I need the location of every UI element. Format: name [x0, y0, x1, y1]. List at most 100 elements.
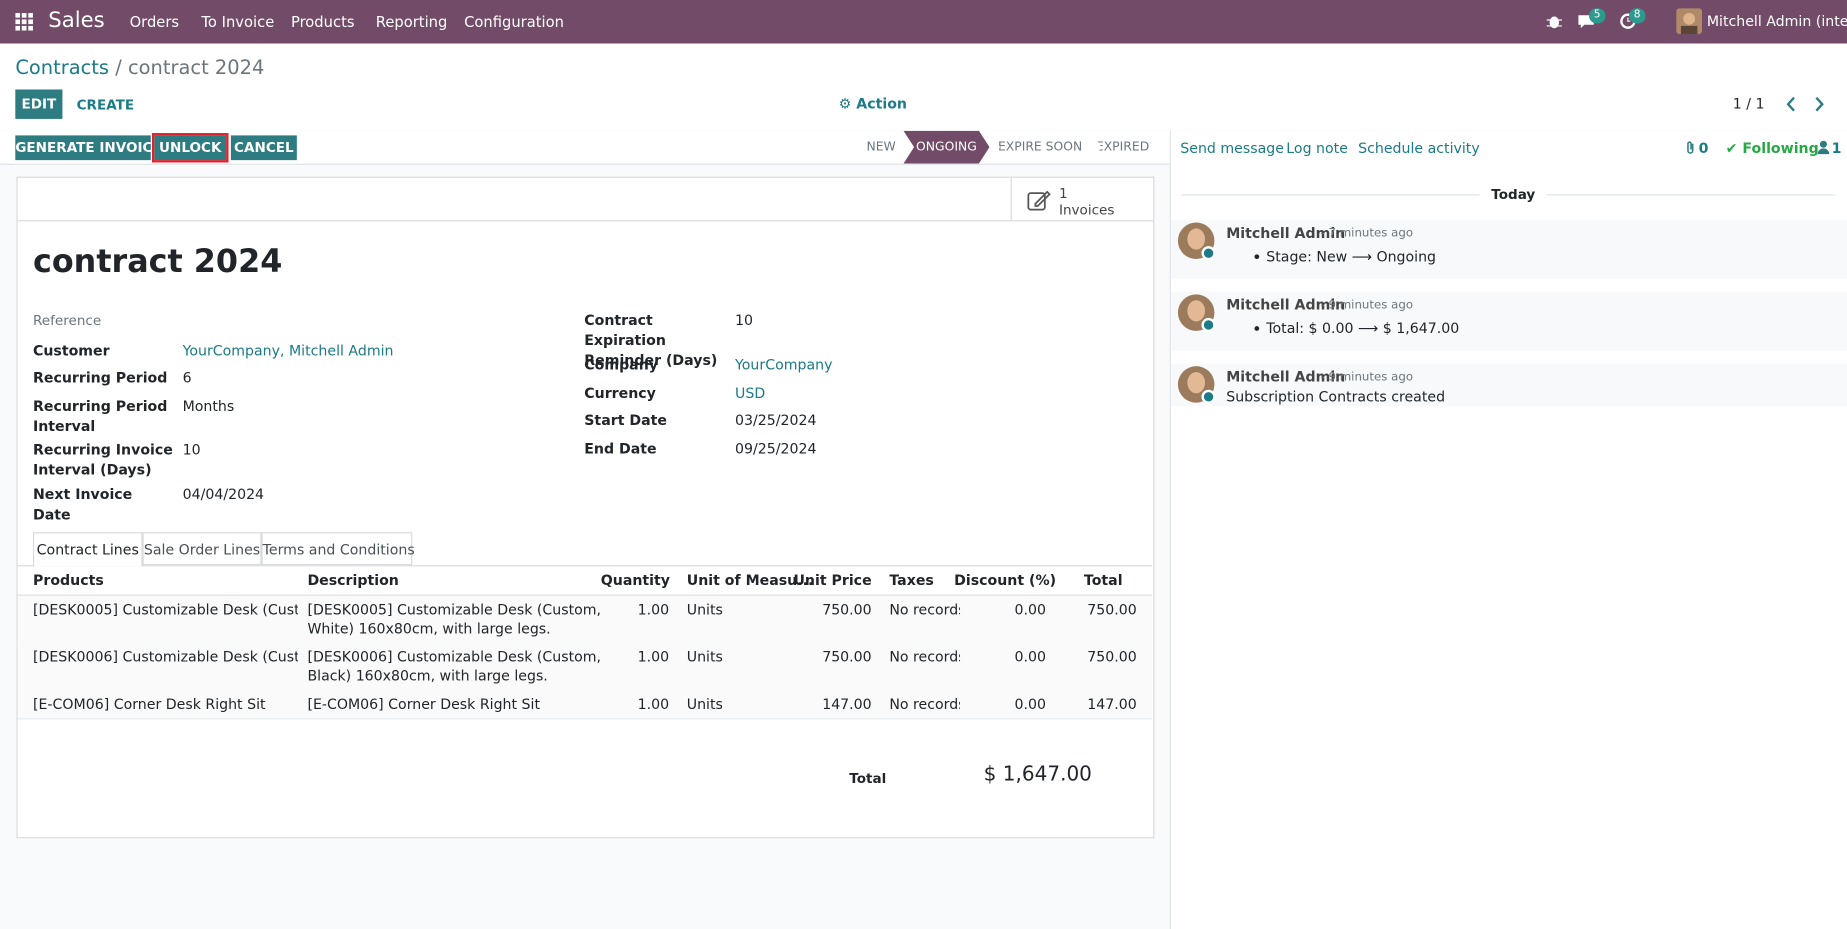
message-time: - 9 minutes ago [1320, 299, 1414, 313]
online-dot [1201, 389, 1216, 404]
cell: 0.00 [1014, 601, 1047, 619]
avatar [1177, 294, 1215, 331]
field-value: 09/25/2024 [735, 440, 817, 457]
chatter-action[interactable]: Schedule activity [1358, 140, 1480, 157]
message [1170, 292, 1847, 351]
column-header[interactable]: Quantity [600, 572, 671, 589]
menu-item[interactable]: Reporting [375, 12, 448, 31]
cell: [DESK0005] Customizable Desk (Custom, W.… [32, 601, 298, 619]
field-value[interactable]: YourCompany, Mitchell Admin [182, 342, 394, 360]
total-amount: $ 1,647.00 [983, 762, 1092, 787]
tabs-border [17, 565, 1153, 567]
pager-arrows[interactable] [1783, 96, 1830, 112]
cell: Units [686, 648, 723, 666]
status-button[interactable]: CANCEL [230, 135, 297, 161]
table-row[interactable] [17, 595, 1153, 645]
followers-count[interactable]: 1 [1831, 140, 1842, 157]
form-title: contract 2024 [32, 243, 283, 281]
column-header[interactable]: Unit Price [793, 572, 872, 589]
message-body: Subscription Contracts created [1226, 388, 1446, 406]
menu-item[interactable]: To Invoice [201, 12, 275, 31]
date-separator: Today [1479, 186, 1548, 203]
field-value[interactable]: USD [735, 385, 766, 402]
smart-button-count: 1 [1058, 184, 1068, 202]
attachment-icon[interactable] [1684, 140, 1696, 154]
action-menu[interactable]: ⚙ Action [838, 95, 907, 112]
chatter-action[interactable]: Log note [1286, 140, 1348, 157]
cell: [DESK0005] Customizable Desk (Custom, Wh… [307, 601, 602, 637]
user-name[interactable]: Mitchell Admin (inter) [1706, 12, 1847, 30]
field-value: 03/25/2024 [735, 412, 817, 429]
cell: 147.00 [822, 695, 872, 713]
cell: Units [686, 695, 723, 713]
column-header[interactable]: Unit of Measu... [686, 572, 814, 589]
tab[interactable]: Contract Lines [32, 532, 143, 567]
cell: [DESK0006] Customizable Desk (Custom, Bl… [307, 648, 602, 685]
invoices-smart-button[interactable]: 1 Invoices [1010, 177, 1154, 221]
cell: No records [889, 648, 961, 666]
stage[interactable]: NEW [866, 140, 896, 155]
attachment-count[interactable]: 0 [1698, 140, 1709, 157]
total-label: Total [849, 770, 887, 787]
message-author[interactable]: Mitchell Admin [1226, 296, 1346, 314]
field-label: Contract Expiration Reminder (Days) [584, 312, 718, 369]
stage[interactable]: ONGOING [903, 131, 989, 164]
message-time: - 9 minutes ago [1320, 370, 1414, 384]
field-label: Currency [584, 385, 656, 402]
create-button[interactable]: CREATE [76, 96, 135, 114]
app-name[interactable]: Sales [48, 8, 105, 33]
table-row[interactable] [17, 689, 1153, 720]
message-time: - 7 minutes ago [1320, 227, 1414, 241]
column-header[interactable]: Taxes [889, 572, 934, 589]
navbar: Sales 5 8 Mitchell Admin (inter) [0, 0, 1847, 44]
cell: No records [889, 695, 961, 713]
smart-button-label: Invoices [1058, 201, 1115, 218]
field-label: Start Date [584, 412, 668, 429]
form-sheet [16, 176, 1155, 839]
control-panel [0, 43, 1847, 132]
edit-button[interactable]: EDIT [15, 89, 63, 119]
column-header[interactable]: Description [307, 572, 399, 589]
message [1170, 363, 1847, 407]
status-button[interactable]: UNLOCK [151, 133, 229, 163]
status-button[interactable]: GENERATE INVOICE [15, 135, 162, 161]
field-value: Months [182, 397, 235, 415]
apps-icon[interactable] [15, 12, 33, 31]
online-dot [1201, 246, 1216, 261]
field-label: Company [584, 356, 659, 374]
column-header[interactable]: Products [32, 572, 104, 589]
cell: [E-COM06] Corner Desk Right Sit [32, 695, 266, 713]
chatter-action[interactable]: Send message [1180, 140, 1284, 157]
messages-badge: 5 [1589, 8, 1606, 24]
breadcrumb: Contracts / contract 2024 [15, 57, 264, 79]
tab[interactable]: Sale Order Lines [142, 532, 262, 566]
message-author[interactable]: Mitchell Admin [1226, 224, 1346, 242]
debug-icon[interactable] [1546, 13, 1562, 29]
field-value: 6 [182, 369, 192, 387]
following-button[interactable]: ✔ Following [1725, 140, 1819, 157]
user-avatar[interactable] [1676, 8, 1703, 35]
stage[interactable]: EXPIRED [1095, 140, 1150, 155]
column-header[interactable]: Discount (%) [954, 572, 1057, 589]
message-author[interactable]: Mitchell Admin [1226, 368, 1346, 386]
cell: [E-COM06] Corner Desk Right Sit [307, 695, 541, 713]
field-value[interactable]: YourCompany [735, 356, 833, 374]
field-label: Customer [32, 342, 110, 360]
breadcrumb-parent[interactable]: Contracts [15, 56, 110, 79]
breadcrumb-current: contract 2024 [127, 56, 265, 79]
cell: 1.00 [637, 648, 670, 666]
field-label: Recurring Period [32, 369, 168, 387]
menu-item[interactable]: Configuration [464, 12, 564, 31]
cell: Units [686, 601, 723, 619]
menu-item[interactable]: Orders [129, 12, 180, 31]
followers-icon[interactable] [1817, 140, 1830, 155]
tab[interactable]: Terms and Conditions [261, 532, 415, 566]
breadcrumb-separator: / [115, 56, 122, 79]
column-header[interactable]: Total [1083, 572, 1123, 589]
pager: 1 / 1 [1732, 95, 1765, 112]
stage[interactable]: EXPIRE SOON [997, 140, 1083, 155]
message [1170, 220, 1847, 280]
menu-item[interactable]: Products [290, 12, 355, 31]
action-label: Action [856, 95, 907, 112]
field-label: Recurring Invoice Interval (Days) [32, 441, 173, 479]
